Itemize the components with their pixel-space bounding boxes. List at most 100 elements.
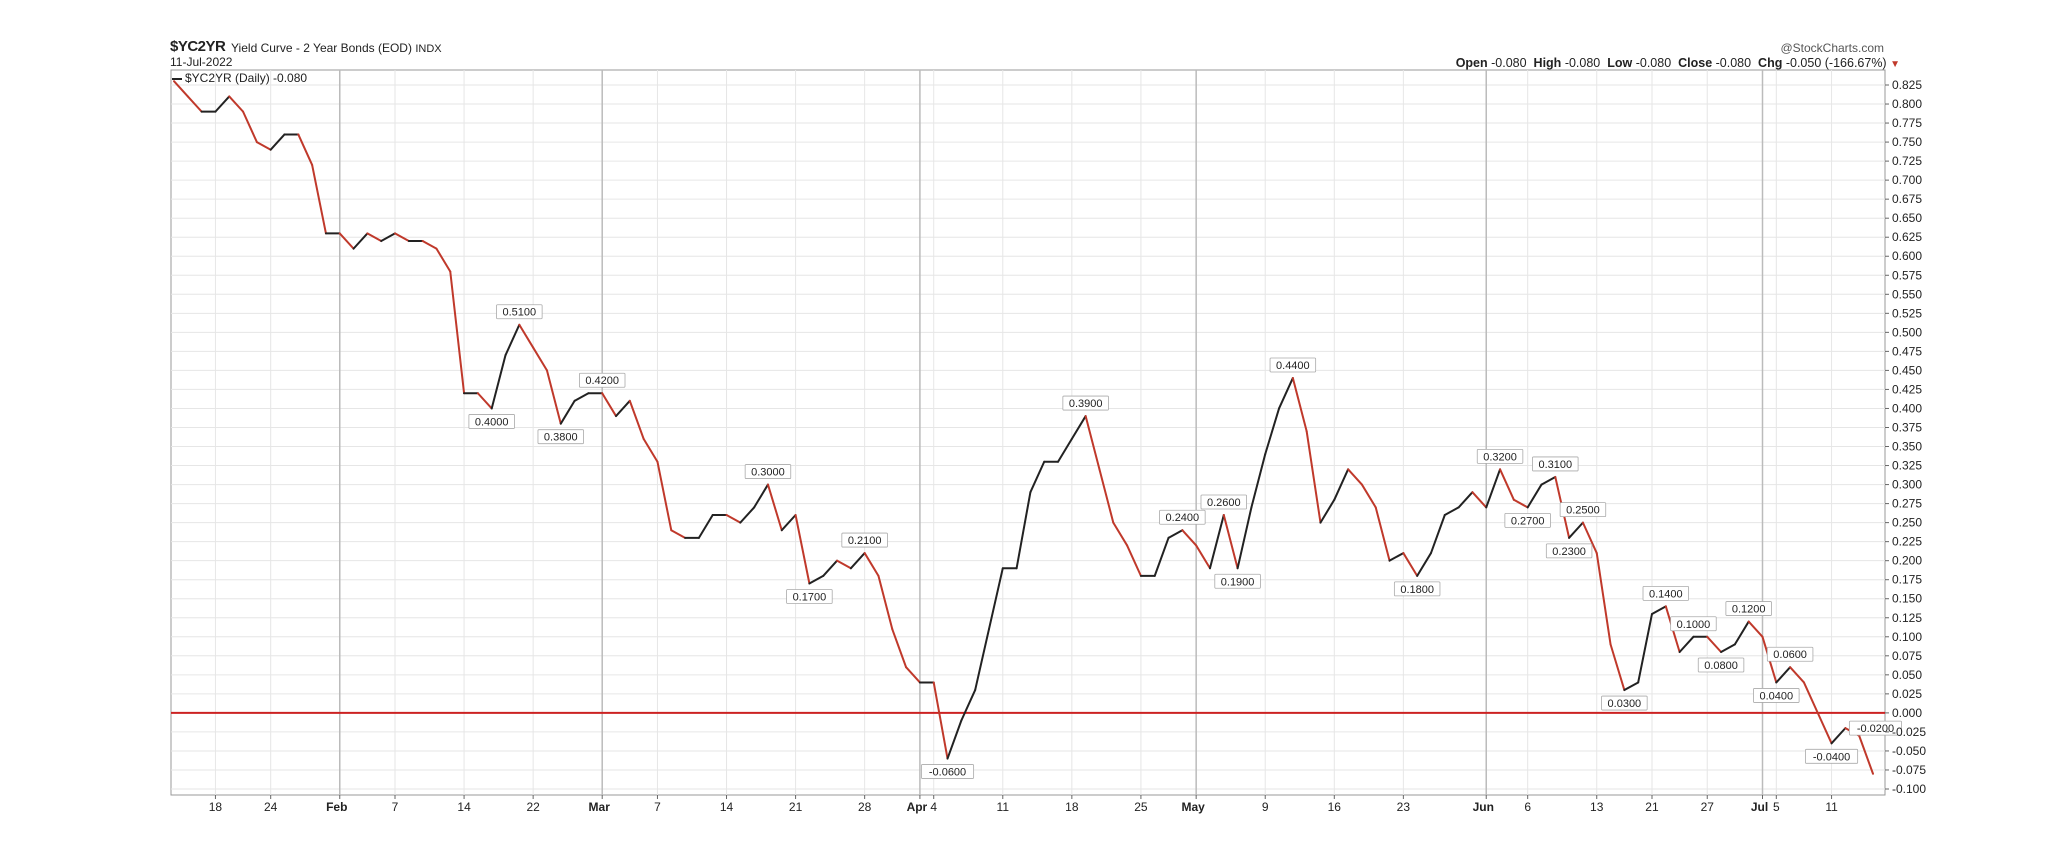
y-tick-label: 0.625 — [1892, 230, 1922, 244]
annotation-box — [1766, 646, 1814, 662]
annotation-box — [744, 464, 792, 479]
annotation-box — [1393, 581, 1441, 597]
series-segment — [766, 483, 783, 532]
value-annotation: 0.2400 — [1159, 509, 1206, 525]
series-segment — [1678, 635, 1695, 654]
x-tick-label: Apr — [907, 800, 928, 814]
annotation-box — [1805, 748, 1859, 764]
series-segment — [1070, 415, 1087, 440]
annotation-label: -0.0200 — [1857, 723, 1894, 735]
series-segment — [1595, 552, 1612, 646]
y-tick-label: 0.125 — [1892, 611, 1922, 625]
series-segment — [753, 483, 769, 509]
x-tick-label: 21 — [789, 800, 803, 814]
series-segment — [476, 392, 493, 410]
y-tick-label: 0.225 — [1892, 535, 1922, 549]
x-tick-label: 16 — [1328, 800, 1342, 814]
y-tick-label: 0.050 — [1892, 668, 1922, 682]
series-segment — [905, 666, 921, 684]
x-tick-label: May — [1181, 800, 1205, 814]
series-segment — [1236, 506, 1253, 570]
x-tick-label: 13 — [1590, 800, 1604, 814]
x-tick-label: 27 — [1701, 800, 1715, 814]
value-annotation: 0.0800 — [1697, 657, 1745, 673]
open-label: Open — [1455, 56, 1488, 70]
series-segment — [1153, 536, 1170, 577]
annotation-box — [496, 304, 543, 320]
series-segment — [1291, 377, 1308, 433]
plot-frame — [170, 69, 1886, 796]
y-tick-label: 0.575 — [1892, 268, 1922, 282]
series-segment — [255, 141, 272, 151]
y-tick-label: 0.200 — [1892, 554, 1922, 568]
series-segment — [352, 232, 369, 250]
value-annotation: 0.4200 — [579, 372, 626, 388]
series-segment — [615, 399, 631, 418]
annotation-box — [1214, 573, 1261, 589]
series-segment — [697, 514, 714, 539]
series-segment — [946, 719, 963, 760]
y-tick-label: 0.600 — [1892, 249, 1922, 263]
annotation-box — [786, 589, 833, 604]
value-annotation: 0.2500 — [1559, 502, 1607, 518]
y-tick-label: 0.800 — [1892, 97, 1922, 111]
series-segment — [1499, 468, 1515, 501]
y-tick-label: 0.450 — [1892, 363, 1922, 377]
annotation-label: 0.2700 — [1511, 515, 1545, 527]
value-annotation: 0.3000 — [744, 464, 792, 479]
brand-label[interactable]: @StockCharts.com — [1780, 41, 1884, 55]
y-tick-label: 0.675 — [1892, 192, 1922, 206]
chart-symbol: $YC2YR — [170, 38, 226, 55]
series-segment — [435, 247, 452, 273]
annotation-box — [1725, 601, 1772, 616]
series-segment — [1167, 529, 1184, 539]
value-annotation: 0.0600 — [1766, 646, 1814, 662]
x-tick-label: 11 — [1825, 800, 1838, 814]
series-segment — [394, 232, 410, 243]
series-segment — [421, 240, 438, 250]
annotation-label: 0.2500 — [1566, 505, 1600, 517]
y-tick-label: 0.550 — [1892, 287, 1922, 301]
series-segment — [228, 95, 245, 113]
x-tick-label: 14 — [457, 800, 471, 814]
annotation-box — [1200, 494, 1247, 510]
y-tick-label: 0.725 — [1892, 154, 1922, 168]
series-segment — [670, 529, 687, 539]
value-annotation: 0.2300 — [1545, 543, 1593, 559]
series-segment — [642, 437, 659, 463]
y-tick-label: 0.750 — [1892, 135, 1922, 149]
annotation-label: 0.4000 — [475, 416, 509, 428]
series-segment — [1278, 377, 1294, 410]
series-segment — [518, 323, 535, 349]
value-annotation: 0.5100 — [496, 304, 543, 320]
y-tick-label: 0.150 — [1892, 592, 1922, 606]
y-tick-label: 0.100 — [1892, 630, 1922, 644]
series-segment — [1471, 491, 1488, 509]
y-tick-label: 0.650 — [1892, 211, 1922, 225]
annotation-box — [1269, 357, 1317, 373]
series-segment — [573, 392, 590, 402]
series-segment — [725, 514, 742, 524]
low-value: -0.080 — [1635, 56, 1672, 70]
value-annotation: 0.4000 — [468, 414, 515, 429]
annotation-box — [1642, 585, 1690, 601]
y-tick-label: 0.475 — [1892, 344, 1922, 358]
chart-title-text: Yield Curve - 2 Year Bonds (EOD) — [231, 41, 412, 55]
series-segment — [960, 689, 977, 722]
annotation-label: 0.1200 — [1732, 604, 1766, 616]
series-segment — [1540, 475, 1557, 486]
series-segment — [1512, 498, 1529, 509]
value-annotation: 0.1000 — [1670, 616, 1717, 632]
x-tick-label: 28 — [858, 800, 872, 814]
series-segment — [1208, 514, 1225, 570]
series-segment — [863, 552, 880, 577]
x-tick-label: 24 — [264, 800, 278, 814]
series-segment — [1775, 666, 1792, 684]
series-segment — [559, 399, 576, 425]
annotation-label: 0.3000 — [751, 467, 785, 479]
series-segment — [311, 163, 327, 235]
x-tick-label: 5 — [1773, 800, 1780, 814]
series-segment — [739, 506, 756, 524]
value-annotation: 0.1700 — [786, 589, 833, 604]
